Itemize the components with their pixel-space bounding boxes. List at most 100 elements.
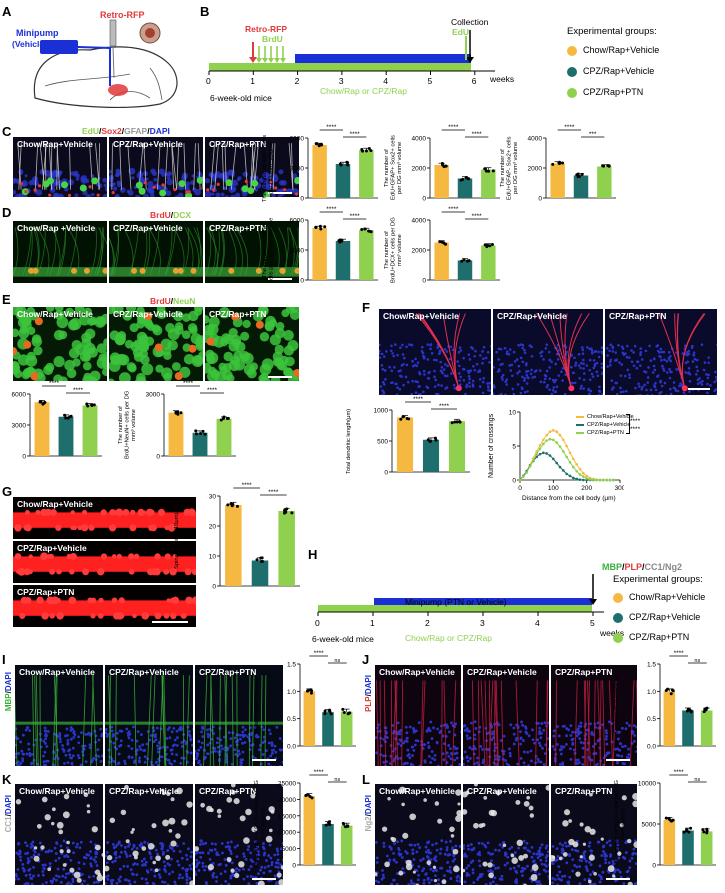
micrograph-j-ptn-image	[551, 665, 637, 766]
scale-bar	[252, 878, 276, 880]
data-point	[259, 556, 263, 560]
data-point	[235, 504, 239, 508]
data-point	[440, 240, 444, 244]
y-tick-label: 10	[509, 410, 517, 417]
y-tick-label: 0	[652, 863, 656, 870]
significance-label: ****	[350, 131, 361, 138]
series-point	[582, 475, 585, 478]
y-axis-label-j1: Relative PLP intensity	[614, 676, 620, 734]
y-tick-label: 4000	[412, 218, 427, 225]
data-point	[682, 830, 686, 834]
bar	[597, 166, 612, 198]
panel-label-h: H	[308, 547, 318, 562]
micrograph-k-vehicle: CPZ/Rap+Vehicle	[104, 783, 194, 886]
series-point	[532, 458, 535, 462]
bar	[434, 165, 449, 198]
significance-label: ****	[674, 769, 685, 776]
x-tick-label: 0	[518, 485, 522, 492]
timeline-b-tick-label: 3	[338, 76, 344, 86]
data-point	[222, 415, 226, 419]
data-point	[306, 689, 310, 693]
y-tick-label: 1000	[374, 408, 389, 415]
brdu-injection-arrowhead	[268, 58, 274, 63]
micrograph-j-chow: Chow/Rap+Vehicle	[374, 664, 462, 767]
scale-bar	[152, 621, 188, 623]
data-point	[41, 402, 45, 406]
y-tick-label: 1.5	[647, 662, 656, 669]
scale-bar	[268, 376, 292, 378]
y-tick-label: 6000	[290, 136, 305, 143]
data-point	[328, 820, 332, 824]
timeline-h-tick-label: 2	[425, 618, 430, 628]
micrograph-f-ptn-image	[605, 309, 717, 395]
group-legend-ptn: CPZ/Rap+PTN	[567, 87, 643, 98]
data-point	[230, 504, 234, 508]
micrograph-c-ptn-image	[205, 137, 299, 197]
data-point	[664, 816, 668, 820]
bar-chart-k1: 0 5000 10000 15000 20000 25000 **** ns	[274, 767, 360, 874]
data-point	[490, 242, 494, 246]
y-tick-label: 0	[22, 454, 26, 461]
micrograph-g-chow-image	[13, 497, 196, 539]
scale-bar	[606, 759, 630, 761]
bar	[682, 830, 694, 865]
bar	[700, 831, 713, 865]
data-point	[364, 149, 368, 153]
significance-label: ****	[413, 396, 424, 403]
series-point	[545, 439, 548, 442]
bar	[303, 796, 316, 865]
legend-entry-f2: CPZ/Rap+Vehicle	[576, 422, 631, 428]
bar-chart-e2: 0 3000 **** ****	[138, 378, 240, 465]
panel-label-f: F	[362, 300, 370, 315]
series-point	[605, 478, 608, 482]
bar	[168, 412, 184, 456]
micrograph-e-chow-label: Chow/Rap+Vehicle	[17, 309, 93, 319]
groups-title-top: Experimental groups:	[567, 26, 657, 37]
y-axis-label-e2: The number of BrdU+NeuN+ cells per DG mm…	[118, 390, 137, 460]
data-point	[461, 177, 465, 181]
series-point	[548, 454, 552, 457]
series-point	[542, 438, 545, 442]
micrograph-g-ptn: CPZ/Rap+PTN	[12, 584, 197, 628]
micrograph-c-vehicle-image	[109, 137, 203, 197]
data-point	[341, 707, 345, 711]
timeline-h-tick-label: 4	[535, 618, 540, 628]
panel-label-j: J	[362, 652, 370, 667]
data-point	[702, 830, 706, 834]
significance-label: ****	[439, 403, 450, 410]
micrograph-i-chow-image	[15, 665, 103, 766]
series-point	[525, 471, 528, 474]
series-point	[568, 461, 572, 464]
significance-label: ****	[73, 387, 84, 394]
micrograph-e-ptn: CPZ/Rap+PTN	[204, 306, 300, 382]
data-point	[346, 163, 350, 167]
micrograph-i-vehicle-label: CPZ/Rap+Vehicle	[109, 667, 179, 677]
panel-d-stain-title: BrdU/DCX	[150, 210, 192, 220]
y-tick-label: 1.0	[647, 689, 656, 696]
series-point	[565, 455, 568, 459]
data-point	[685, 829, 689, 833]
data-point	[666, 687, 670, 691]
micrograph-e-ptn-label: CPZ/Rap+PTN	[209, 309, 267, 319]
data-point	[38, 400, 42, 404]
panel-label-k: K	[2, 772, 12, 787]
series-point	[572, 476, 575, 480]
series-point	[542, 451, 545, 455]
panel-j-stain-title: PLP/DAPI	[364, 675, 373, 712]
data-point	[606, 164, 610, 168]
micrograph-f-chow-image	[379, 309, 491, 395]
y-tick-label: 3000	[12, 423, 27, 430]
data-point	[671, 689, 675, 693]
panel-b-brdu-label: BrdU	[262, 34, 283, 44]
micrograph-k-ptn-image	[195, 784, 283, 885]
y-tick-label: 0	[422, 278, 426, 285]
legend-entry-f2: CPZ/Rap+PTN	[576, 430, 624, 436]
data-point	[455, 420, 459, 424]
bar-chart-e2-svg: 0 3000 **** ****	[146, 380, 236, 461]
data-point	[367, 147, 371, 151]
series-point	[545, 433, 548, 437]
data-point	[466, 259, 470, 263]
bar	[359, 150, 374, 198]
data-point	[558, 160, 562, 164]
